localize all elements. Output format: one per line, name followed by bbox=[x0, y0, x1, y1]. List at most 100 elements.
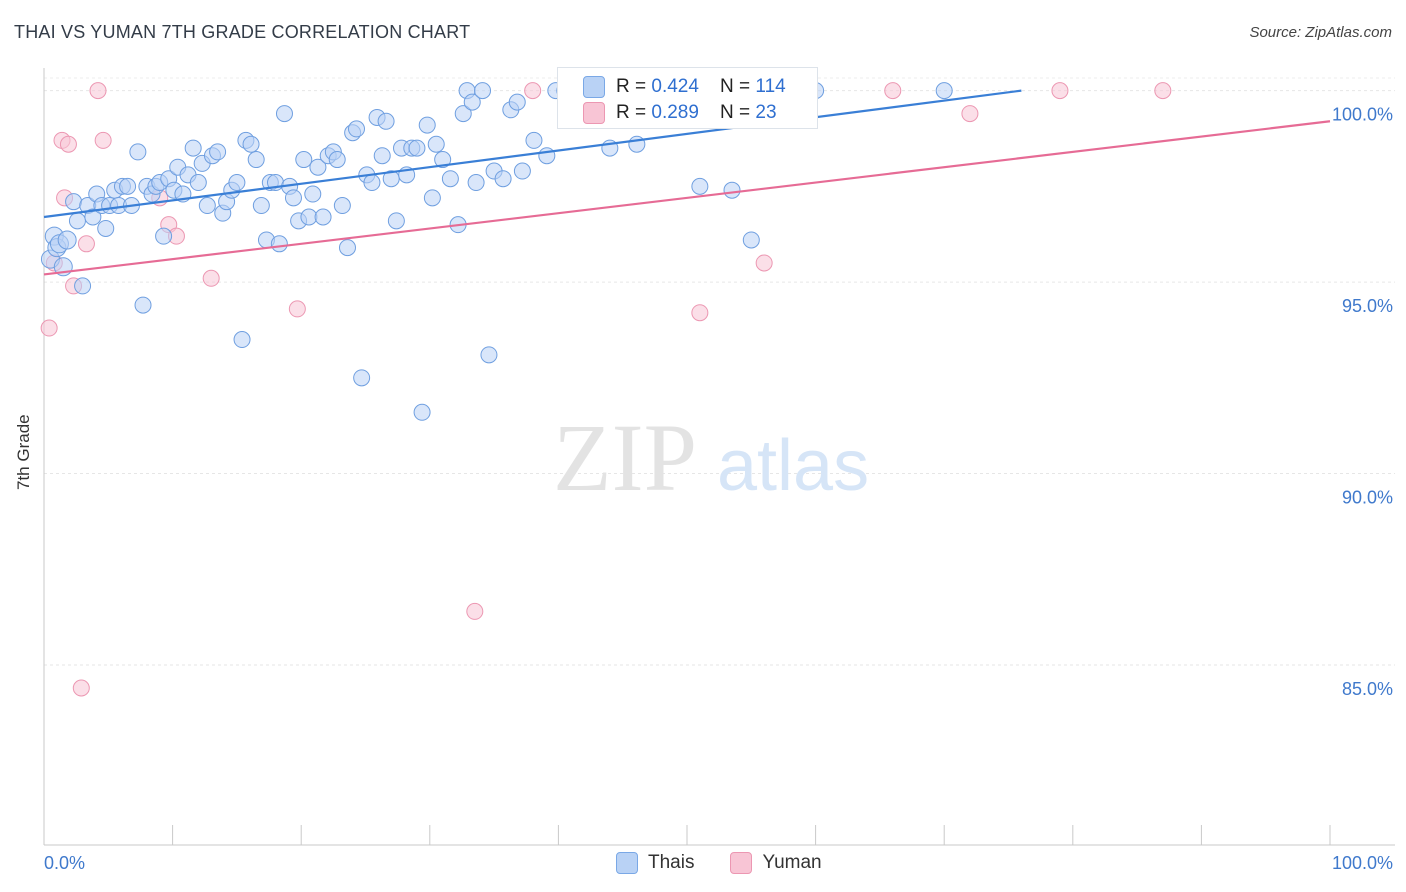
series-legend: Thais Yuman bbox=[616, 852, 848, 874]
thais-point bbox=[408, 139, 426, 157]
yuman-n-label: N = bbox=[720, 102, 756, 123]
yuman-point bbox=[72, 679, 90, 697]
thais-trend-line bbox=[43, 89, 1022, 219]
thais-point bbox=[242, 135, 260, 153]
chart-title: THAI VS YUMAN 7TH GRADE CORRELATION CHAR… bbox=[14, 22, 471, 42]
thais-point bbox=[363, 174, 381, 192]
legend-item-thais[interactable]: Thais bbox=[616, 852, 694, 874]
yuman-point bbox=[40, 319, 58, 337]
thais-legend-swatch bbox=[616, 852, 638, 874]
yuman-point bbox=[466, 602, 484, 620]
thais-point bbox=[155, 227, 173, 245]
yuman-point bbox=[884, 82, 902, 100]
thais-point bbox=[252, 197, 270, 215]
thais-point bbox=[434, 151, 452, 169]
thais-point bbox=[314, 208, 332, 226]
source-credit: Source: ZipAtlas.com bbox=[1249, 24, 1392, 41]
thais-point bbox=[463, 93, 481, 111]
thais-point bbox=[373, 147, 391, 165]
thais-point bbox=[333, 197, 351, 215]
thais-point bbox=[275, 105, 293, 123]
legend-item-yuman[interactable]: Yuman bbox=[730, 852, 822, 874]
thais-point bbox=[347, 120, 365, 138]
thais-point bbox=[423, 189, 441, 207]
thais-point bbox=[454, 105, 472, 123]
thais-point bbox=[387, 212, 405, 230]
yuman-n-value: 23 bbox=[755, 102, 777, 123]
thais-point bbox=[723, 181, 741, 199]
axes bbox=[43, 68, 1395, 846]
trend-lines bbox=[43, 89, 1331, 276]
thais-point bbox=[427, 135, 445, 153]
thais-point bbox=[119, 177, 137, 195]
thais-point bbox=[494, 170, 512, 188]
thais-point bbox=[742, 231, 760, 249]
yuman-point bbox=[755, 254, 773, 272]
yuman-r-label: R = bbox=[616, 102, 652, 123]
thais-point bbox=[189, 174, 207, 192]
thais-point bbox=[480, 346, 498, 364]
thais-point bbox=[284, 189, 302, 207]
thais-point bbox=[353, 369, 371, 387]
yuman-point bbox=[89, 82, 107, 100]
y-tick-label: 85.0% bbox=[1342, 679, 1393, 699]
thais-point bbox=[74, 277, 92, 295]
thais-point bbox=[418, 116, 436, 134]
thais-legend-label: Thais bbox=[648, 852, 695, 873]
thais-point bbox=[935, 82, 953, 100]
yuman-swatch bbox=[583, 102, 605, 124]
yuman-point bbox=[961, 105, 979, 123]
x-tick-label-max: 100.0% bbox=[1332, 853, 1393, 873]
thais-point bbox=[270, 235, 288, 253]
thais-n-value: 114 bbox=[755, 76, 786, 97]
yuman-points bbox=[40, 82, 1172, 697]
yuman-point bbox=[524, 82, 542, 100]
x-tick-labels: 0.0% 100.0% bbox=[44, 853, 1393, 873]
yuman-point bbox=[691, 304, 709, 322]
thais-point bbox=[65, 193, 83, 211]
thais-point bbox=[295, 151, 313, 169]
yuman-point bbox=[1051, 82, 1069, 100]
yuman-point bbox=[94, 131, 112, 149]
y-axis-label: 7th Grade bbox=[14, 414, 33, 490]
thais-points bbox=[40, 82, 953, 421]
thais-point bbox=[691, 177, 709, 195]
yuman-r-value: 0.289 bbox=[651, 102, 699, 123]
yuman-trend-line bbox=[43, 120, 1331, 276]
gridlines bbox=[44, 77, 1395, 666]
thais-point bbox=[304, 185, 322, 203]
thais-point bbox=[134, 296, 152, 314]
thais-point bbox=[247, 151, 265, 169]
stats-legend: R = 0.424 N = 114 R = 0.289 N = 23 bbox=[557, 67, 818, 129]
thais-point bbox=[57, 230, 77, 250]
yuman-legend-swatch bbox=[730, 852, 753, 874]
yuman-point bbox=[288, 300, 306, 318]
thais-point bbox=[508, 93, 526, 111]
y-tick-label: 95.0% bbox=[1342, 296, 1393, 316]
thais-point bbox=[84, 208, 102, 226]
watermark-atlas: atlas bbox=[717, 426, 869, 506]
yuman-point bbox=[59, 135, 77, 153]
yuman-point bbox=[1154, 82, 1172, 100]
thais-point bbox=[338, 239, 356, 257]
thais-r-label: R = bbox=[616, 76, 652, 97]
watermark-zip: ZIP bbox=[553, 404, 697, 511]
thais-point bbox=[525, 131, 543, 149]
yuman-point bbox=[202, 269, 220, 287]
thais-point bbox=[413, 403, 431, 421]
thais-point bbox=[68, 212, 86, 230]
thais-point bbox=[209, 143, 227, 161]
thais-point bbox=[97, 219, 115, 237]
thais-point bbox=[513, 162, 531, 180]
thais-point bbox=[233, 331, 251, 349]
thais-point bbox=[538, 147, 556, 165]
thais-point bbox=[377, 112, 395, 130]
thais-point bbox=[474, 82, 492, 100]
thais-point bbox=[228, 174, 246, 192]
thais-point bbox=[467, 174, 485, 192]
y-tick-label: 100.0% bbox=[1332, 105, 1393, 125]
thais-point bbox=[184, 139, 202, 157]
y-tick-label: 90.0% bbox=[1342, 488, 1393, 508]
thais-point bbox=[441, 170, 459, 188]
